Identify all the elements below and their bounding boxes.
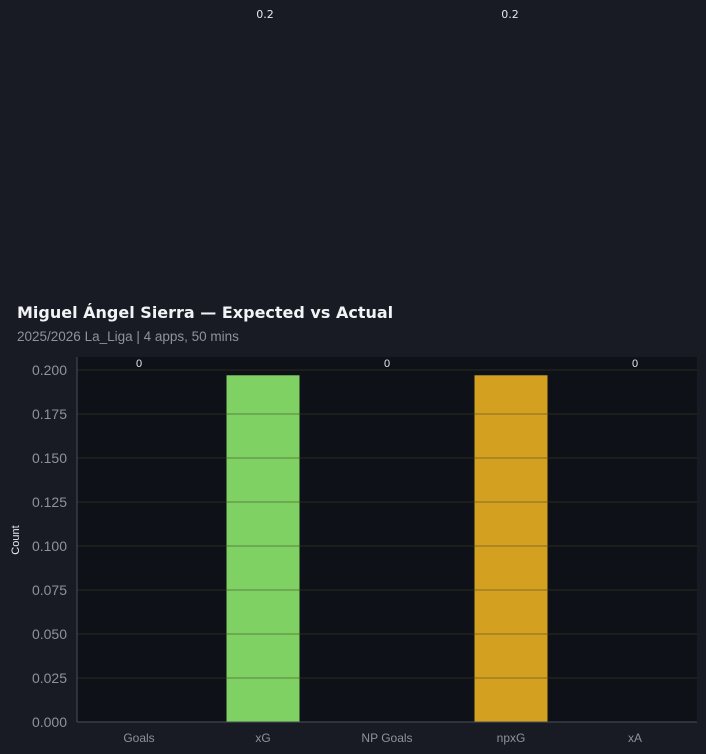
x-tick-label: NP Goals (361, 731, 412, 745)
y-tick-label: 0.175 (32, 406, 67, 422)
y-tick-label: 0.125 (32, 494, 67, 510)
y-tick-label: 0.050 (32, 626, 67, 642)
y-tick-label: 0.100 (32, 538, 67, 554)
chart-subtitle: 2025/2026 La_Liga | 4 apps, 50 mins (17, 329, 239, 344)
x-tick-label: xA (628, 731, 642, 745)
y-tick-label: 0.025 (32, 670, 67, 686)
x-tick-label: npxG (497, 731, 526, 745)
y-tick-label: 0.000 (32, 714, 67, 730)
y-tick-label: 0.150 (32, 450, 67, 466)
chart-title: Miguel Ángel Sierra — Expected vs Actual (17, 303, 394, 322)
top-value-label-npxg: 0.2 (501, 8, 519, 21)
bar-value-label: 0 (384, 358, 390, 370)
plot-area (77, 357, 697, 722)
y-tick-label: 0.075 (32, 582, 67, 598)
bar-value-label: 0 (632, 358, 638, 370)
x-tick-label: xG (255, 731, 270, 745)
bar-value-label: 0 (136, 358, 142, 370)
x-tick-label: Goals (123, 731, 154, 745)
top-value-label-xg: 0.2 (256, 8, 274, 21)
bar-xg (226, 375, 300, 722)
y-tick-label: 0.200 (32, 362, 67, 378)
bar-npxg (474, 375, 548, 722)
